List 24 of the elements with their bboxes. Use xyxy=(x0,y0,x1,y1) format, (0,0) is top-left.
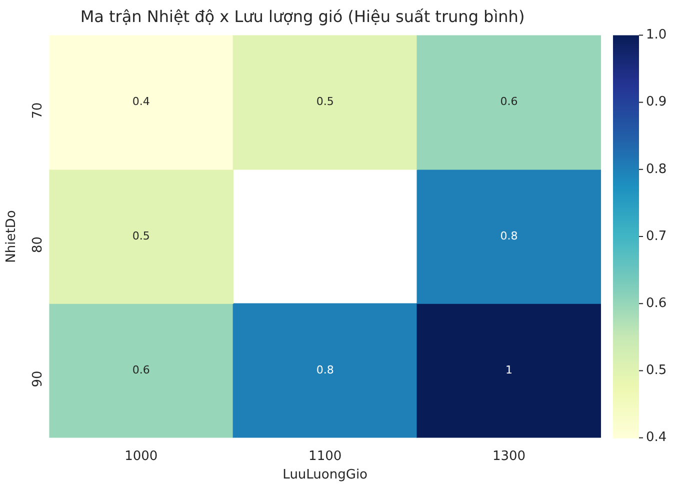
data-label: 1 xyxy=(506,364,513,377)
data-label: 0.6 xyxy=(132,364,150,377)
x-tick-label: 1300 xyxy=(492,448,526,464)
x-tick-label: 1100 xyxy=(308,448,342,464)
color-bar-label: 0.8 xyxy=(646,162,667,177)
color-bar-label: 0.9 xyxy=(646,94,667,110)
y-tick-label: 80 xyxy=(30,236,46,254)
color-bar-label: 0.6 xyxy=(646,296,667,311)
x-axis-title: LuuLuongGio xyxy=(282,468,368,483)
y-tick-label: 70 xyxy=(30,102,46,119)
color-bar-label: 1.0 xyxy=(646,28,667,43)
data-label: 0.8 xyxy=(500,229,518,242)
y-tick-label: 90 xyxy=(30,370,46,388)
data-label: 0.4 xyxy=(132,95,150,108)
data-label: 0.8 xyxy=(316,364,334,377)
y-axis-title: NhietDo xyxy=(4,210,20,263)
color-bar-label: 0.4 xyxy=(646,430,667,446)
color-bar-label: 0.5 xyxy=(646,363,667,378)
data-label: 0.5 xyxy=(132,229,150,242)
data-label: 0.6 xyxy=(500,95,518,108)
data-label: 0.5 xyxy=(316,95,334,108)
color-bar-label: 0.7 xyxy=(646,228,667,244)
chart-title: Ma trận Nhiệt độ x Lưu lượng gió (Hiệu suất trung bình) xyxy=(80,6,525,26)
x-tick-label: 1000 xyxy=(124,448,158,464)
